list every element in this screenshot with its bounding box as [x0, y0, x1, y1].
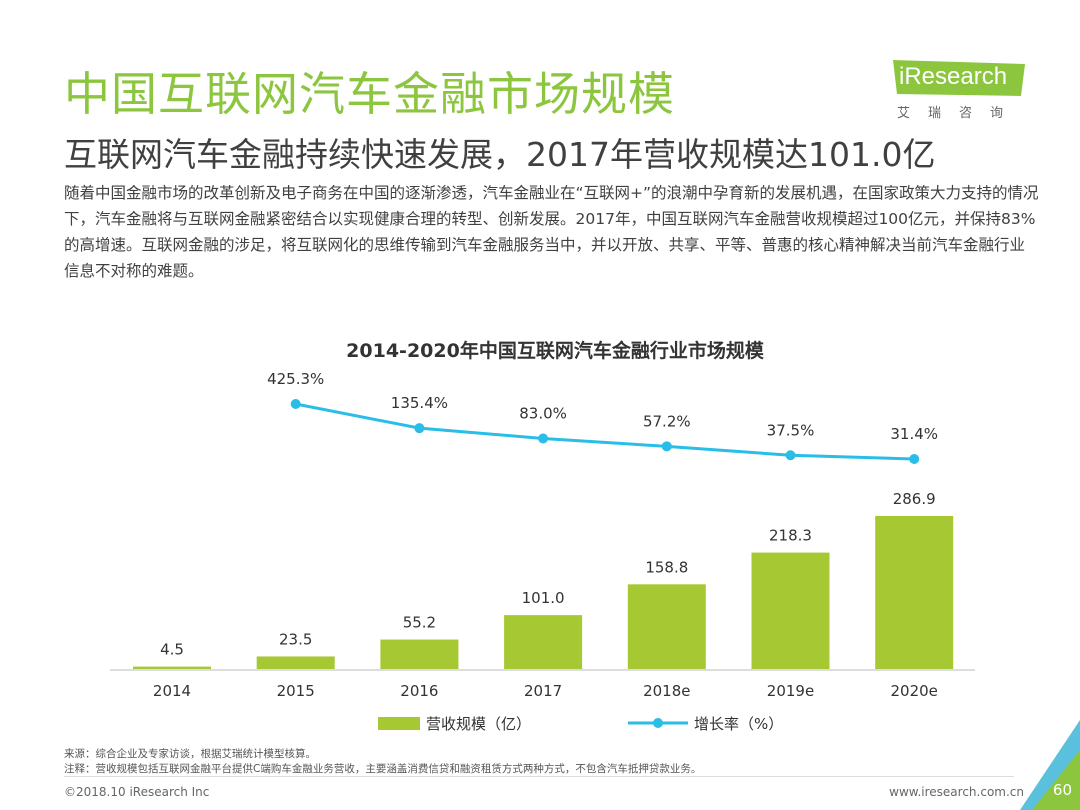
growth-point-2016 [414, 423, 425, 434]
x-tick-2019e: 2019e [767, 682, 814, 700]
growth-point-2018e [661, 441, 672, 452]
bar-label-2018e: 158.8 [645, 558, 688, 576]
growth-label-2019e: 37.5% [767, 421, 815, 439]
growth-label-2015: 425.3% [267, 370, 324, 388]
bar-series: 4.5 23.5 55.2 101.0 158.8 218.3 286.9 [133, 490, 954, 669]
footer-site: www.iresearch.com.cn [889, 785, 1024, 799]
bar-label-2020e: 286.9 [893, 490, 936, 508]
growth-line [295, 402, 915, 461]
bar-label-2014: 4.5 [160, 641, 184, 659]
growth-label-2017: 83.0% [519, 404, 567, 422]
x-tick-2017: 2017 [524, 682, 562, 700]
page-number: 60 [1052, 781, 1072, 799]
corner-decoration-icon [1020, 720, 1080, 810]
bar-2018e [627, 584, 706, 669]
footer-copyright: ©2018.10 iResearch Inc [64, 785, 210, 799]
line-series: 425.3% 135.4% 83.0% 57.2% 37.5% 31.4% [267, 370, 938, 464]
legend-bar-label: 营收规模（亿） [426, 715, 531, 733]
x-tick-2016: 2016 [400, 682, 438, 700]
legend-bar-swatch [378, 717, 420, 730]
x-tick-2020e: 2020e [890, 682, 937, 700]
bar-label-2015: 23.5 [279, 630, 312, 648]
bar-2017 [504, 615, 583, 669]
page-subtitle: 互联网汽车金融持续快速发展，2017年营收规模达101.0亿 [64, 135, 936, 174]
iresearch-logo: iResearch 艾瑞咨询 [893, 58, 1033, 121]
growth-point-2019e [785, 450, 796, 461]
x-axis: 2014 2015 2016 2017 2018e 2019e 2020e [110, 669, 975, 700]
page-title: 中国互联网汽车金融市场规模 [64, 67, 675, 121]
logo-brand-text: iResearch [899, 63, 1008, 90]
footer-note: 注释：营收规模包括互联网金融平台提供C端购车金融业务营收，主要涵盖消费信贷和融资… [64, 763, 702, 775]
chart-title: 2014-2020年中国互联网汽车金融行业市场规模 [346, 339, 765, 362]
growth-point-2015 [290, 399, 301, 409]
bar-2019e [751, 552, 830, 669]
footer-source: 来源：综合企业及专家访谈，根据艾瑞统计模型核算。 [64, 748, 316, 760]
bar-label-2016: 55.2 [403, 614, 436, 632]
growth-label-2020e: 31.4% [890, 425, 938, 443]
footer-divider [64, 776, 1014, 777]
legend-line-label: 增长率（%） [694, 715, 783, 733]
intro-paragraph: 随着中国金融市场的改革创新及电子商务在中国的逐渐渗透，汽车金融业在“互联网+”的… [64, 184, 1039, 280]
x-tick-2015: 2015 [277, 682, 315, 700]
bar-2016 [380, 639, 459, 669]
x-tick-2014: 2014 [153, 682, 191, 700]
logo-badge-icon [893, 60, 1025, 96]
bar-label-2019e: 218.3 [769, 527, 812, 545]
x-tick-2018e: 2018e [643, 682, 690, 700]
bar-label-2017: 101.0 [522, 589, 565, 607]
logo-tagline: 艾瑞咨询 [897, 106, 1022, 121]
bar-2014 [133, 666, 211, 669]
growth-point-2017 [538, 433, 549, 444]
chart-legend: 营收规模（亿） 增长率（%） [378, 715, 783, 733]
growth-label-2016: 135.4% [391, 394, 448, 412]
growth-point-2020e [909, 454, 920, 464]
growth-label-2018e: 57.2% [643, 412, 691, 430]
legend-line-marker [653, 718, 663, 728]
bar-2020e [875, 516, 954, 669]
bar-2015 [256, 656, 335, 669]
